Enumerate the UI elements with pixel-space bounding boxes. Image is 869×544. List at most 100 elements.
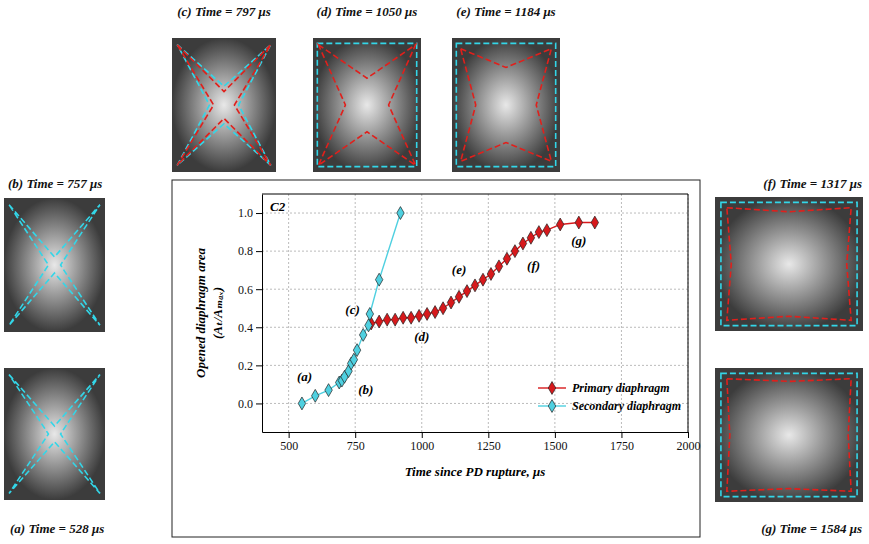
tick-mark (256, 403, 262, 404)
annotation: (g) (571, 233, 586, 248)
outline (318, 45, 415, 166)
legend-label: Primary diaphragm (572, 381, 670, 395)
y-axis: 0.00.20.40.60.81.0 (238, 195, 263, 433)
annotation: (c) (345, 302, 359, 317)
photo-panel (4, 198, 105, 332)
chart-frame (172, 180, 700, 537)
grid (262, 194, 688, 432)
tick: 1000 (410, 432, 434, 453)
panel-caption: (a) Time = 528 μs (10, 521, 104, 536)
marker (375, 273, 382, 286)
tick: 0.8 (238, 244, 262, 258)
marker (439, 302, 446, 315)
marker (397, 207, 404, 220)
annotation: (d) (414, 329, 429, 344)
marker (471, 279, 478, 292)
marker (298, 397, 305, 410)
marker (312, 389, 319, 402)
tick-mark (621, 432, 622, 438)
tick-label: 1250 (477, 439, 501, 453)
panel-caption: (f) Time = 1317 μs (763, 176, 862, 191)
outline (9, 375, 100, 494)
marker (511, 245, 518, 258)
plot-frame (262, 194, 688, 432)
axis-line (263, 432, 689, 433)
y-axis-title-line: (Aₜ/Aₘₐₓ) (210, 287, 225, 339)
annotation: (b) (358, 382, 373, 397)
tick-label: 0.4 (238, 321, 253, 335)
tick-mark (688, 432, 689, 438)
legend: Primary diaphragm Secondary diaphragm (538, 381, 681, 413)
tick-label: 1750 (610, 439, 634, 453)
marker (455, 290, 462, 303)
marker (556, 218, 563, 231)
outline (177, 45, 271, 166)
marker (487, 268, 494, 281)
tick: 0.0 (238, 397, 262, 411)
legend-label: Secondary diaphragm (572, 399, 681, 413)
tick-label: 0.0 (238, 397, 253, 411)
figure: (a) Time = 528 μs(b) Time = 757 μs(c) Ti… (0, 0, 869, 544)
marker (535, 226, 542, 239)
x-axis-title: Time since PD rupture, μs (405, 464, 546, 479)
marker (527, 231, 534, 244)
tick-mark (289, 432, 290, 438)
tick: 750 (347, 432, 365, 453)
grid-line (262, 251, 688, 252)
marker (415, 309, 422, 322)
marker (383, 313, 390, 326)
grid-line (262, 365, 688, 366)
grid-line (262, 213, 688, 214)
panel-caption: (e) Time = 1184 μs (456, 4, 555, 19)
marker (575, 216, 582, 229)
tick-label: 0.2 (238, 359, 253, 373)
tick-label: 1.0 (238, 206, 253, 220)
outline (727, 379, 851, 492)
plot-marks (298, 207, 598, 410)
tick-label: 2000 (677, 439, 701, 453)
outline (721, 373, 857, 496)
marker (365, 319, 372, 332)
grid-line (488, 194, 489, 432)
grid-line (621, 194, 622, 432)
tick-mark (422, 432, 423, 438)
tick: 0.2 (238, 359, 262, 373)
marker (431, 306, 438, 319)
tick: 1250 (477, 432, 501, 453)
tick-mark (256, 213, 262, 214)
marker (463, 285, 470, 298)
photo-panel (715, 368, 863, 502)
outline (177, 45, 271, 166)
tick-mark (256, 251, 262, 252)
grid-line (262, 327, 688, 328)
y-axis-title: Opened diaphragm area(Aₜ/Aₘₐₓ) (193, 248, 225, 379)
tick-mark (256, 365, 262, 366)
chart-title: C2 (270, 199, 286, 214)
tick-label: 750 (347, 439, 365, 453)
photo (715, 368, 863, 502)
grid-line (554, 194, 555, 432)
tick-mark (488, 432, 489, 438)
tick: 1750 (610, 432, 634, 453)
photo (715, 197, 863, 331)
outline (9, 205, 100, 326)
marker (359, 328, 366, 341)
marker (423, 308, 430, 321)
tick: 1.0 (238, 206, 262, 220)
photo-panel (313, 38, 421, 172)
marker (353, 344, 360, 357)
photo (172, 38, 276, 172)
photo-panel (172, 38, 276, 172)
photo-panel (4, 368, 105, 500)
outline (317, 43, 416, 166)
marker (447, 296, 454, 309)
marker (495, 260, 502, 273)
marker (591, 216, 598, 229)
annotation: (e) (452, 262, 466, 277)
tick-label: 500 (280, 439, 298, 453)
panel-caption: (c) Time = 797 μs (177, 4, 271, 19)
marker (407, 311, 414, 324)
series-line (302, 213, 401, 403)
marker (503, 252, 510, 265)
outline (727, 208, 851, 321)
